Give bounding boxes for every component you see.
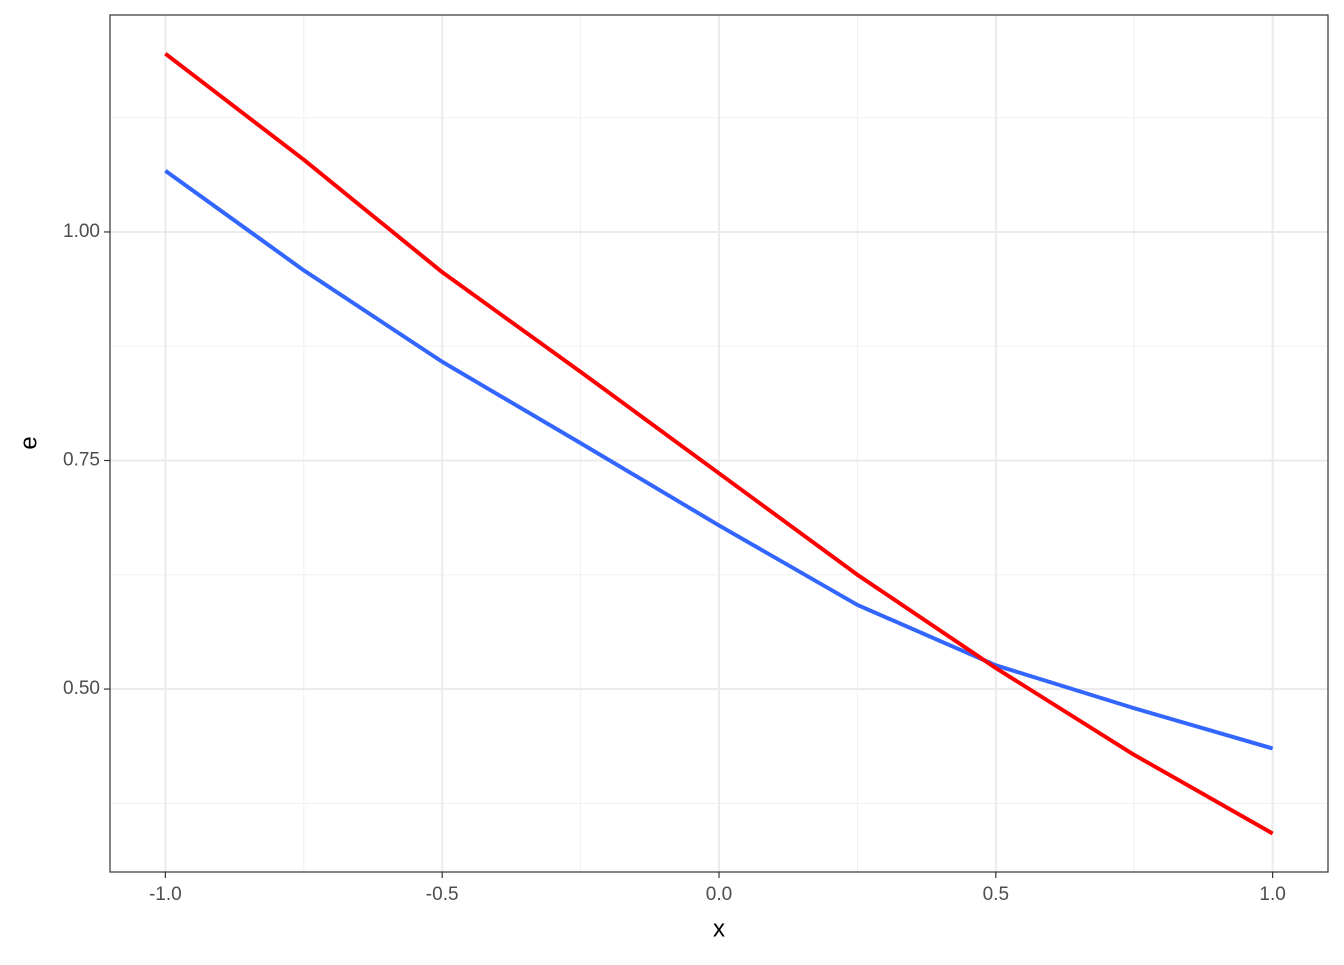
panel-border <box>109 14 1329 873</box>
y-tick-label: 1.00 <box>63 221 100 242</box>
x-tick-label: 0.5 <box>983 884 1009 905</box>
x-axis-title: x <box>713 915 725 942</box>
x-tick-label: 1.0 <box>1259 884 1285 905</box>
y-tick-label: 0.75 <box>63 450 100 471</box>
line <box>164 169 1274 751</box>
x-tick-label: -1.0 <box>149 884 182 905</box>
y-tick-label: 0.50 <box>63 678 100 699</box>
x-tick-label: -0.5 <box>426 884 459 905</box>
y-axis-title: e <box>15 436 42 449</box>
line <box>164 52 1274 836</box>
x-tick-label: 0.0 <box>706 884 732 905</box>
